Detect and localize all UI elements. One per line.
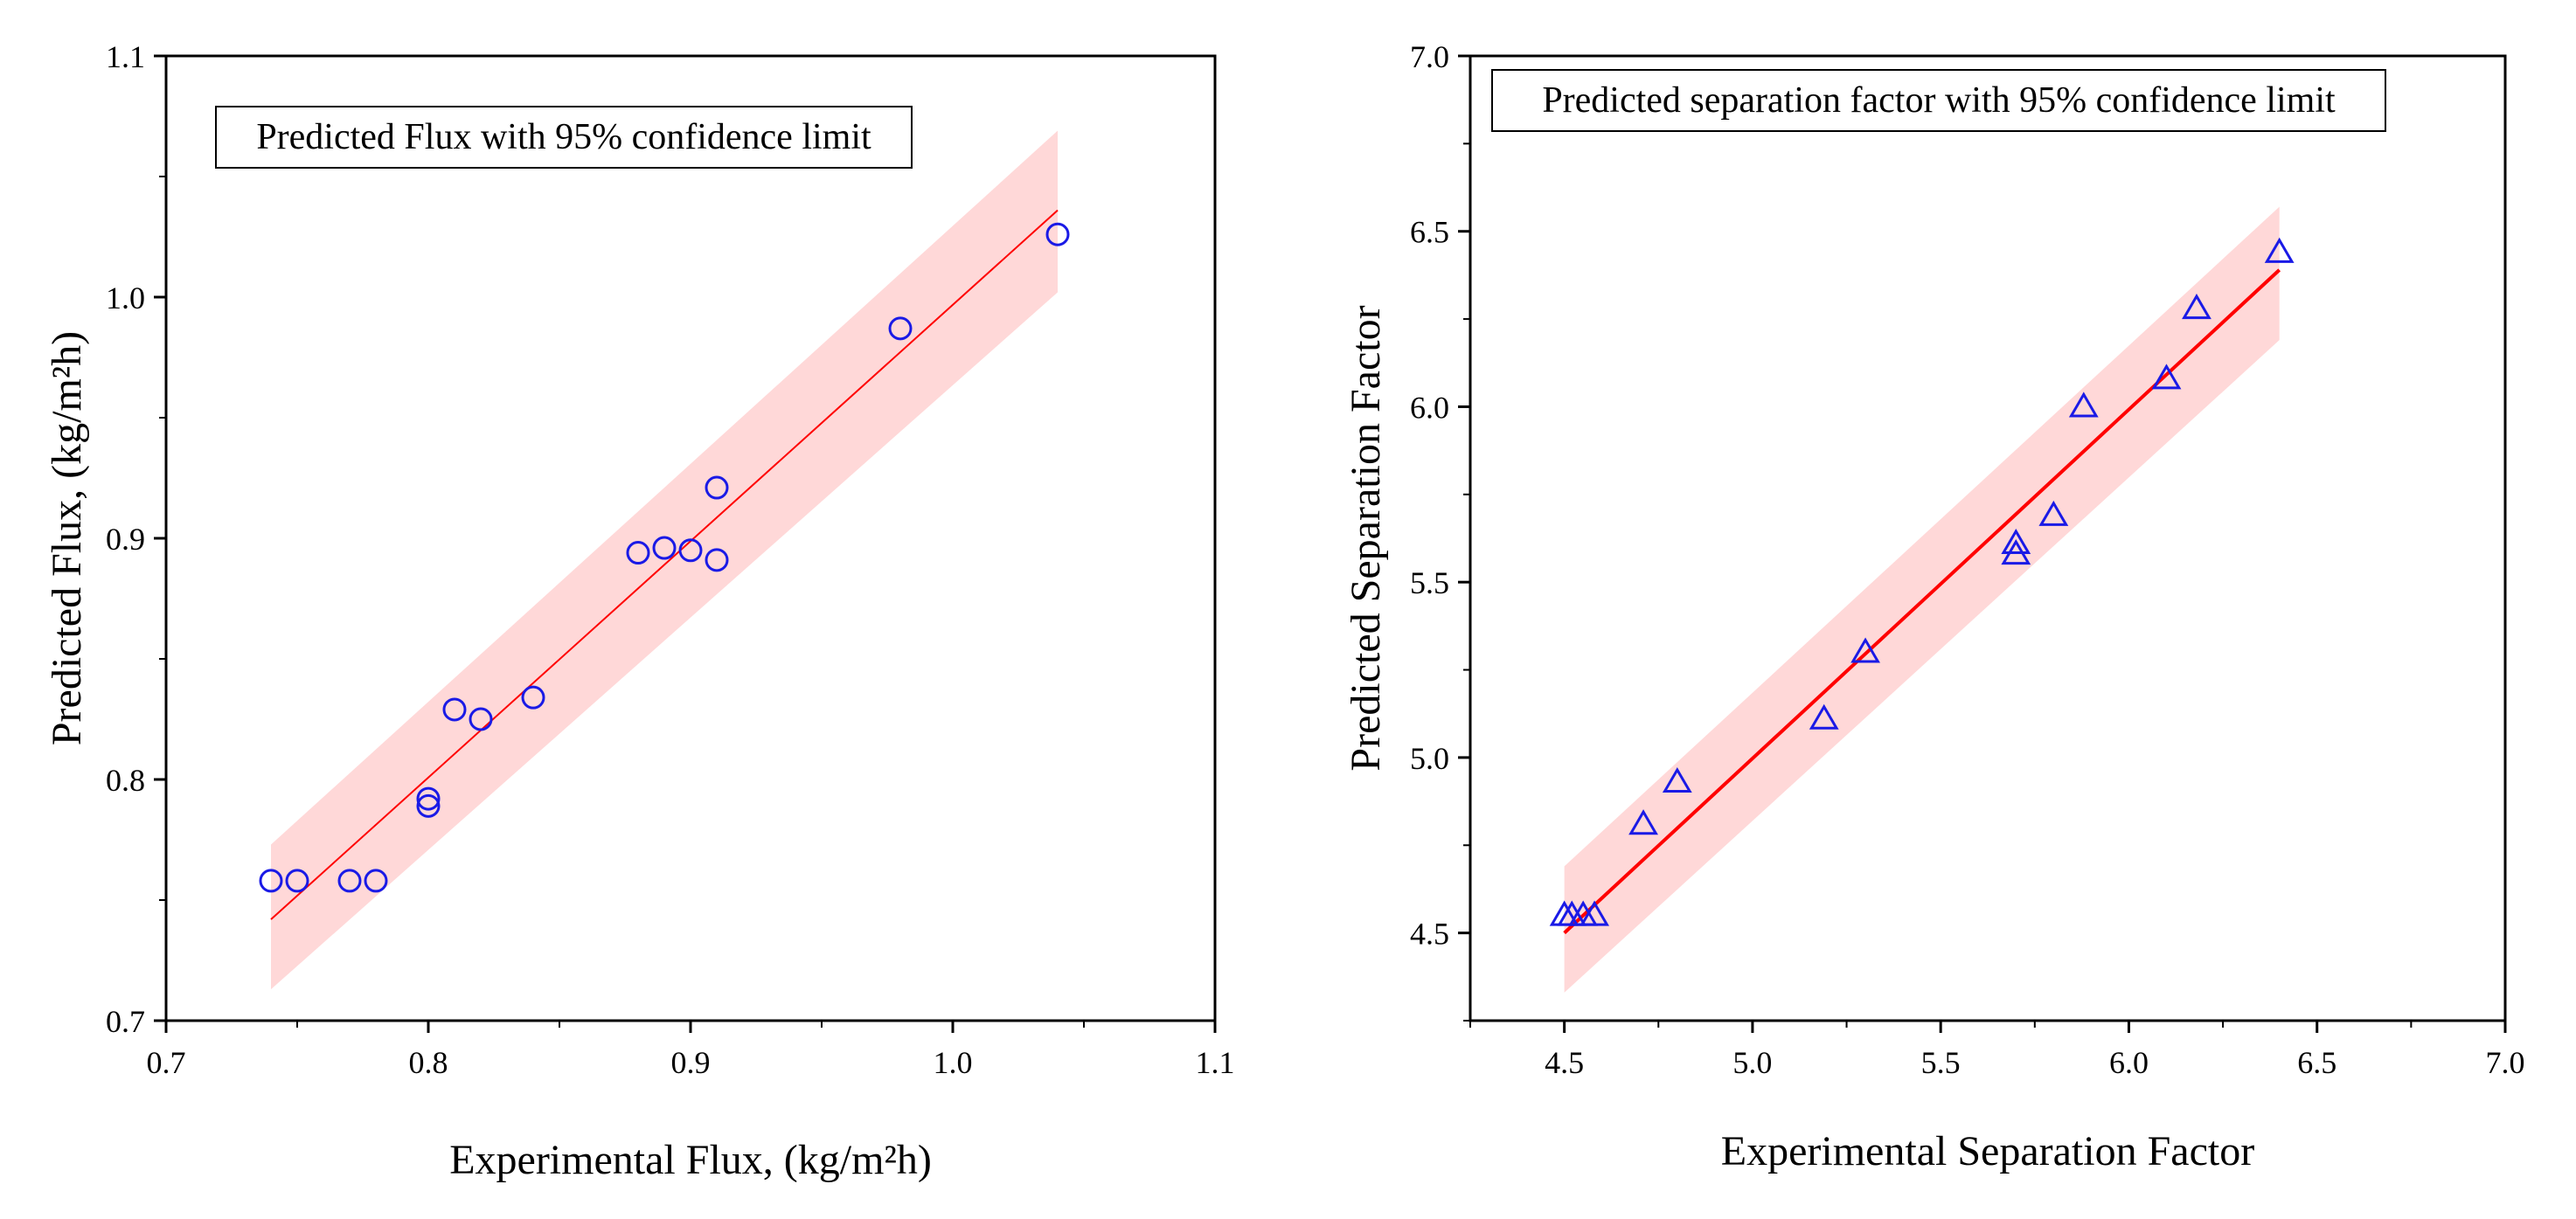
separation-x-tick-label: 7.0 bbox=[2486, 1045, 2525, 1080]
separation-x-tick-label: 5.0 bbox=[1732, 1045, 1772, 1080]
separation-data-point bbox=[1662, 766, 1692, 793]
flux-data-point bbox=[521, 685, 545, 710]
separation-data-point bbox=[1580, 900, 1609, 926]
flux-x-tick-label: 1.1 bbox=[1196, 1045, 1235, 1080]
flux-data-point bbox=[337, 869, 362, 893]
flux-confidence-band-layer bbox=[271, 130, 1058, 990]
flux-data-point bbox=[652, 536, 677, 560]
flux-x-axis-label: Experimental Flux, (kg/m²h) bbox=[449, 1137, 932, 1183]
separation-y-axis-label: Predicted Separation Factor bbox=[1343, 305, 1389, 771]
flux-y-tick-label: 0.8 bbox=[106, 763, 145, 798]
separation-fit-line-layer bbox=[1563, 268, 2281, 935]
flux-data-point bbox=[1045, 222, 1070, 246]
separation-x-axis-label: Experimental Separation Factor bbox=[1721, 1128, 2254, 1174]
separation-y-tick-label: 7.0 bbox=[1410, 39, 1449, 74]
flux-x-ticks: 0.7 0.8 0.9 1.0 1.1 bbox=[147, 1021, 1235, 1080]
flux-y-axis-label: Predicted Flux, (kg/m²h) bbox=[44, 331, 90, 745]
separation-data-point bbox=[2038, 500, 2069, 526]
separation-data-point bbox=[2151, 364, 2182, 390]
separation-y-tick-label: 6.5 bbox=[1410, 215, 1449, 250]
flux-x-tick-label: 0.8 bbox=[409, 1045, 448, 1080]
flux-fit-line bbox=[270, 209, 1059, 920]
flux-data-point bbox=[416, 793, 441, 818]
separation-data-point bbox=[2264, 237, 2295, 263]
separation-plot-frame bbox=[1469, 54, 2507, 1022]
separation-y-tick-label: 5.5 bbox=[1410, 565, 1449, 600]
separation-data-point bbox=[2068, 391, 2099, 418]
flux-y-tick-label: 0.9 bbox=[106, 522, 145, 557]
flux-data-point bbox=[259, 869, 283, 893]
flux-x-tick-label: 0.7 bbox=[147, 1045, 186, 1080]
flux-data-point bbox=[888, 316, 913, 341]
flux-data-point bbox=[285, 869, 309, 893]
flux-chart: 0.7 0.8 0.9 1.0 1.1 0.7 0.8 0.9 1.0 1.1 Predicte… bbox=[44, 39, 1235, 1183]
flux-fit-line-layer bbox=[270, 209, 1059, 920]
separation-x-ticks: 4.5 5.0 5.5 6.0 6.5 7.0 bbox=[1469, 1021, 2525, 1080]
separation-x-tick-label: 6.0 bbox=[2109, 1045, 2149, 1080]
separation-y-tick-label: 4.5 bbox=[1410, 917, 1449, 952]
separation-data-point bbox=[2182, 294, 2211, 320]
flux-y-tick-label: 0.7 bbox=[106, 1004, 145, 1039]
separation-points-layer bbox=[1549, 237, 2295, 926]
flux-y-tick-label: 1.1 bbox=[106, 39, 145, 74]
separation-data-point bbox=[1809, 703, 1839, 730]
flux-data-point bbox=[364, 869, 388, 893]
flux-title-box bbox=[215, 106, 913, 169]
flux-points-layer bbox=[259, 222, 1070, 893]
separation-factor-chart: 4.5 5.0 5.5 6.0 6.5 7.0 4.5 5.0 5.5 6.0 6.5 7.0 Pr… bbox=[1343, 39, 2525, 1174]
flux-data-point bbox=[442, 697, 467, 722]
separation-x-tick-label: 4.5 bbox=[1545, 1045, 1584, 1080]
separation-data-point bbox=[1850, 637, 1880, 663]
flux-chart-title: Predicted Flux with 95% confidence limit bbox=[256, 117, 871, 157]
separation-y-tick-label: 6.0 bbox=[1410, 390, 1449, 425]
flux-data-point bbox=[416, 786, 441, 811]
separation-y-ticks: 4.5 5.0 5.5 6.0 6.5 7.0 bbox=[1410, 39, 1470, 1022]
flux-data-point bbox=[678, 538, 703, 563]
separation-chart-title: Predicted separation factor with 95% con… bbox=[1542, 80, 2336, 121]
flux-x-tick-label: 0.9 bbox=[671, 1045, 711, 1080]
flux-x-tick-label: 1.0 bbox=[934, 1045, 973, 1080]
flux-y-ticks: 0.7 0.8 0.9 1.0 1.1 bbox=[106, 39, 166, 1039]
flux-y-tick-label: 1.0 bbox=[106, 281, 145, 315]
separation-x-tick-label: 6.5 bbox=[2297, 1045, 2336, 1080]
flux-data-point bbox=[705, 475, 729, 500]
flux-data-point bbox=[469, 707, 493, 731]
separation-data-point bbox=[1628, 809, 1658, 835]
separation-fit-line bbox=[1563, 268, 2281, 935]
separation-x-tick-label: 5.5 bbox=[1921, 1045, 1961, 1080]
separation-data-point bbox=[2001, 528, 2031, 555]
separation-title-box bbox=[1491, 69, 2386, 132]
flux-data-point bbox=[626, 541, 650, 565]
flux-data-point bbox=[705, 548, 729, 572]
flux-confidence-band bbox=[271, 130, 1058, 990]
separation-y-tick-label: 5.0 bbox=[1410, 741, 1449, 776]
